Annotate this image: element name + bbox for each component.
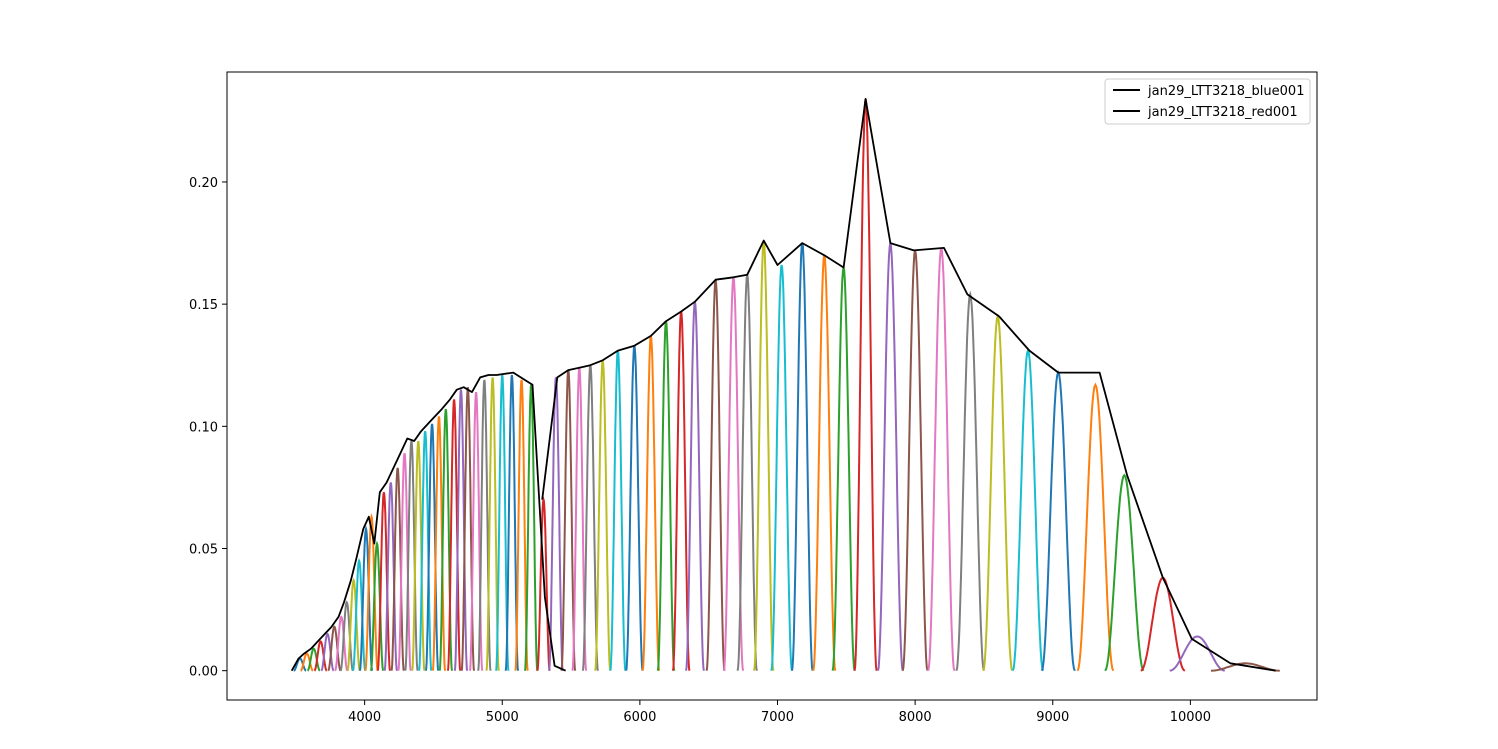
echelle-order-5 xyxy=(320,632,335,672)
series-line-jan29-ltt3218-blue001 xyxy=(290,371,566,672)
echelle-order-9 xyxy=(346,578,361,672)
y-tick-label-0.15: 0.15 xyxy=(189,298,218,313)
echelle-order-38 xyxy=(581,364,599,671)
echelle-order-15 xyxy=(383,482,398,671)
echelle-order-65 xyxy=(1169,635,1225,672)
echelle-order-44 xyxy=(671,311,691,671)
y-tick-label-0.00: 0.00 xyxy=(189,665,218,680)
echelle-order-63 xyxy=(1104,473,1145,672)
echelle-order-50 xyxy=(770,264,793,671)
x-tick-label-9000: 9000 xyxy=(1036,710,1069,725)
echelle-order-54 xyxy=(853,98,878,671)
echelle-order-6 xyxy=(327,625,342,672)
echelle-order-41 xyxy=(625,345,644,671)
echelle-order-56 xyxy=(901,250,929,671)
legend-label-red001: jan29_LTT3218_red001 xyxy=(1147,105,1298,120)
echelle-order-2 xyxy=(300,652,314,672)
echelle-order-52 xyxy=(812,255,837,671)
echelle-order-16 xyxy=(390,467,405,671)
echelle-order-64 xyxy=(1140,576,1186,672)
echelle-order-4 xyxy=(313,640,328,672)
echelle-order-60 xyxy=(1011,347,1045,672)
echelle-order-14 xyxy=(376,492,392,671)
echelle-order-36 xyxy=(560,369,577,671)
echelle-order-35 xyxy=(548,377,564,671)
echelle-order-19 xyxy=(411,440,426,671)
echelle-order-58 xyxy=(955,290,985,671)
echelle-order-12 xyxy=(364,513,379,672)
legend: jan29_LTT3218_blue001 jan29_LTT3218_red0… xyxy=(1104,78,1311,125)
echelle-order-13 xyxy=(369,540,385,672)
echelle-order-7 xyxy=(334,615,349,672)
echelle-order-40 xyxy=(609,350,627,671)
legend-frame xyxy=(1104,78,1311,125)
echelle-order-53 xyxy=(831,267,856,671)
echelle-order-57 xyxy=(927,247,956,671)
echelle-order-3 xyxy=(307,647,321,672)
x-tick-label-10000: 10000 xyxy=(1170,710,1211,725)
x-tick-label-7000: 7000 xyxy=(761,710,794,725)
echelle-order-10 xyxy=(351,557,367,672)
echelle-order-11 xyxy=(358,525,374,672)
echelle-order-18 xyxy=(404,440,419,671)
echelle-orders-layer xyxy=(293,98,1280,672)
echelle-order-48 xyxy=(736,274,758,671)
y-axis: 0.00 0.05 0.10 0.15 0.20 xyxy=(189,176,227,680)
echelle-order-31 xyxy=(504,374,520,671)
legend-label-blue001: jan29_LTT3218_blue001 xyxy=(1147,84,1304,99)
echelle-order-45 xyxy=(685,301,705,671)
echelle-order-59 xyxy=(982,312,1014,671)
series-line-jan29-ltt3218-red001 xyxy=(541,98,1276,672)
y-tick-label-0.10: 0.10 xyxy=(189,420,218,435)
echelle-order-51 xyxy=(791,242,814,671)
echelle-order-46 xyxy=(705,279,726,671)
x-tick-label-4000: 4000 xyxy=(348,710,381,725)
echelle-order-20 xyxy=(418,430,433,671)
echelle-order-55 xyxy=(877,242,904,671)
x-tick-label-6000: 6000 xyxy=(623,710,656,725)
x-axis: 4000 5000 6000 7000 8000 9000 10000 xyxy=(348,700,1211,725)
echelle-order-22 xyxy=(431,416,447,671)
echelle-order-17 xyxy=(397,452,412,671)
y-tick-label-0.20: 0.20 xyxy=(189,176,218,191)
x-tick-label-8000: 8000 xyxy=(899,710,932,725)
y-tick-label-0.05: 0.05 xyxy=(189,542,218,557)
echelle-order-32 xyxy=(514,379,529,671)
echelle-order-39 xyxy=(594,360,612,671)
echelle-order-61 xyxy=(1040,370,1076,672)
echelle-order-21 xyxy=(424,423,440,671)
echelle-order-43 xyxy=(656,321,676,671)
echelle-order-25 xyxy=(453,389,469,671)
echelle-order-42 xyxy=(641,335,661,671)
x-tick-label-5000: 5000 xyxy=(486,710,519,725)
plot-area-frame xyxy=(226,71,1318,701)
echelle-order-62 xyxy=(1076,382,1115,672)
echelle-order-34 xyxy=(536,495,551,671)
echelle-order-8 xyxy=(339,600,354,672)
envelope-series-layer xyxy=(290,98,1276,672)
echelle-order-29 xyxy=(485,377,500,671)
echelle-order-24 xyxy=(446,399,462,671)
echelle-order-49 xyxy=(753,240,775,671)
